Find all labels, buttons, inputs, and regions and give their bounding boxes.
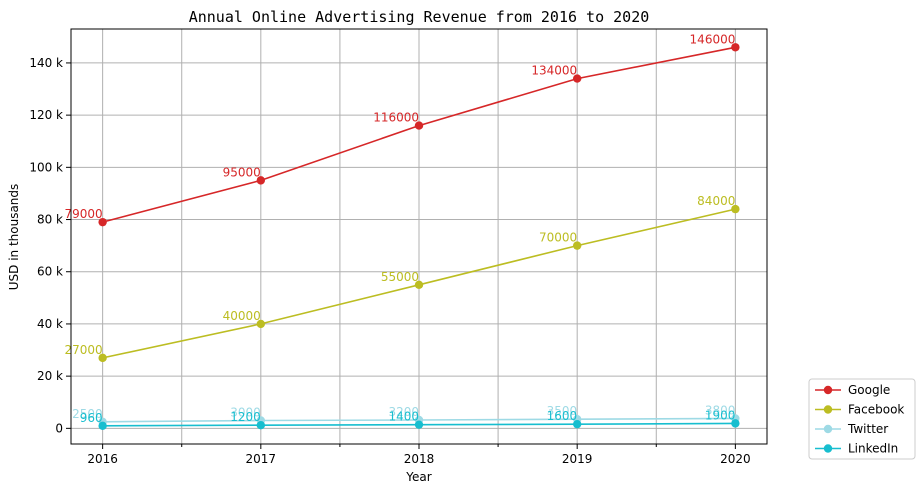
chart-title: Annual Online Advertising Revenue from 2…	[189, 8, 650, 26]
data-label-google: 95000	[223, 165, 261, 179]
data-label-facebook: 84000	[697, 194, 735, 208]
data-label-google: 134000	[531, 64, 577, 78]
y-tick-label: 140 k	[29, 56, 63, 70]
y-tick-label: 0	[55, 421, 63, 435]
data-label-linkedin: 1400	[388, 410, 419, 424]
legend-label-twitter: Twitter	[847, 422, 888, 436]
legend-marker-facebook	[824, 405, 832, 413]
data-label-facebook: 27000	[64, 343, 102, 357]
data-label-linkedin: 1200	[230, 410, 261, 424]
data-label-google: 116000	[373, 111, 419, 125]
legend-marker-google	[824, 386, 832, 394]
y-tick-label: 20 k	[37, 369, 63, 383]
legend-label-google: Google	[848, 383, 890, 397]
y-tick-label: 40 k	[37, 317, 63, 331]
data-label-facebook: 40000	[223, 309, 261, 323]
legend-marker-linkedin	[824, 444, 832, 452]
x-tick-label: 2020	[720, 452, 751, 466]
x-tick-label: 2017	[246, 452, 277, 466]
x-tick-label: 2019	[562, 452, 593, 466]
data-label-linkedin: 1900	[705, 408, 736, 422]
data-label-google: 146000	[690, 32, 736, 46]
y-tick-label: 60 k	[37, 265, 63, 279]
legend: Google Facebook Twitter LinkedIn	[809, 379, 915, 459]
x-tick-label: 2016	[87, 452, 118, 466]
data-label-facebook: 70000	[539, 231, 577, 245]
legend-marker-twitter	[824, 425, 832, 433]
y-tick-label: 120 k	[29, 108, 63, 122]
x-tick-label: 2018	[404, 452, 435, 466]
data-label-linkedin: 1600	[547, 409, 578, 423]
legend-label-linkedin: LinkedIn	[848, 442, 898, 456]
grid-lines	[71, 29, 767, 444]
x-axis-label: Year	[405, 470, 431, 484]
data-label-facebook: 55000	[381, 270, 419, 284]
y-tick-label: 100 k	[29, 160, 63, 174]
y-tick-label: 80 k	[37, 213, 63, 227]
legend-label-facebook: Facebook	[848, 403, 904, 417]
data-label-linkedin: 960	[80, 411, 103, 425]
series-layer: 7900095000116000134000146000270004000055…	[64, 32, 739, 430]
y-axis-label: USD in thousands	[7, 184, 21, 291]
